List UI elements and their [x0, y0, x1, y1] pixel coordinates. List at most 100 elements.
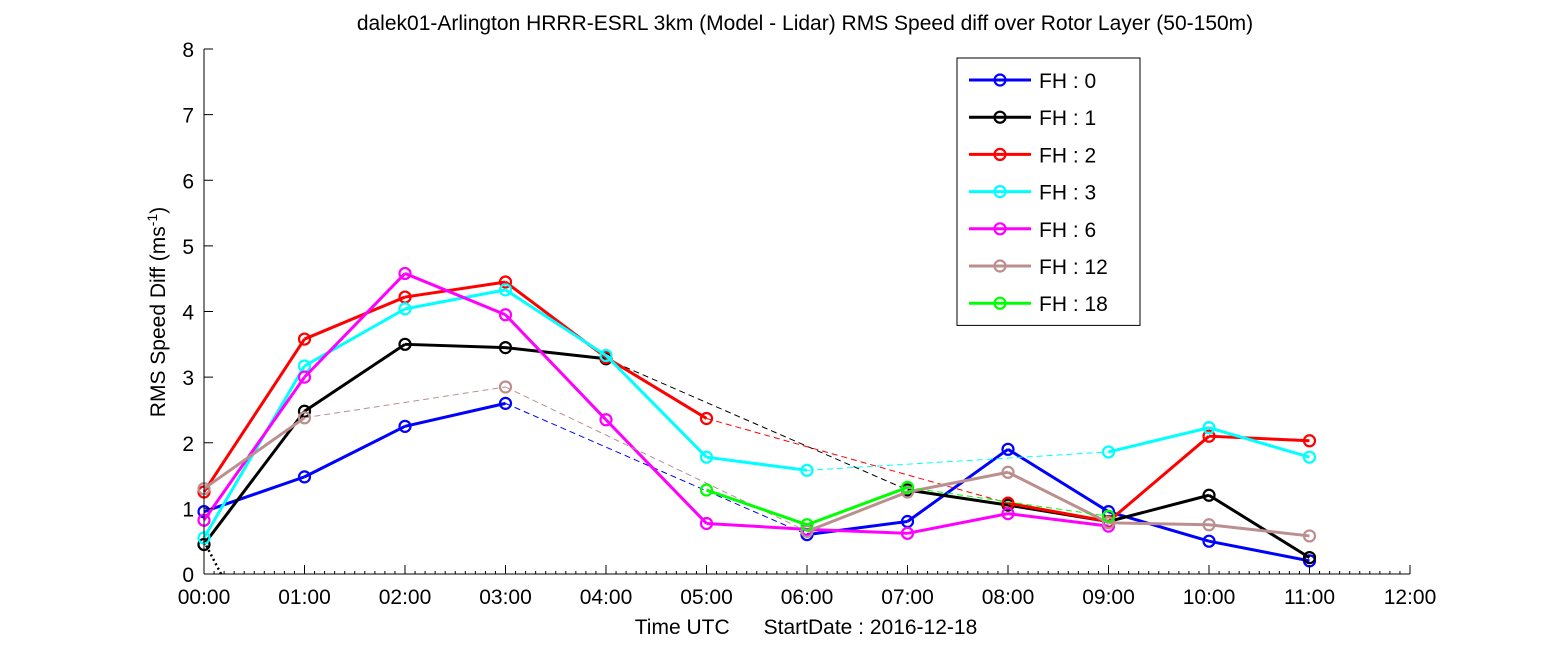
- legend-label: FH : 12: [1039, 256, 1108, 279]
- y-axis-label-close: ): [147, 207, 170, 214]
- series-segment: [1208, 539, 1310, 563]
- y-tick-label: 1: [182, 498, 194, 521]
- series-segment: [202, 410, 306, 546]
- x-tick-label: 12:00: [1384, 586, 1437, 609]
- series-segment: [806, 490, 909, 533]
- series-segment: [203, 475, 305, 514]
- data-point: [498, 340, 513, 355]
- series-segment: [907, 488, 1009, 507]
- data-point: [498, 380, 513, 394]
- legend-marker: [993, 259, 1007, 273]
- data-point: [699, 483, 714, 497]
- data-point: [1001, 442, 1015, 456]
- series-gap-segment: [605, 358, 908, 491]
- x-tick-label: 06:00: [781, 586, 834, 609]
- legend-marker: [993, 296, 1007, 310]
- data-point: [900, 485, 915, 499]
- legend-label: FH : 6: [1039, 219, 1096, 242]
- data-point: [1302, 434, 1317, 448]
- series-segment: [1208, 493, 1311, 559]
- y-tick-label: 2: [182, 433, 194, 456]
- series-segment: [303, 425, 406, 479]
- series-segment: [505, 346, 607, 361]
- series-segment: [806, 520, 908, 537]
- x-tick-label: 05:00: [680, 586, 733, 609]
- data-point: [1302, 450, 1317, 464]
- y-axis-label: RMS Speed Diff (ms-1): [144, 207, 170, 417]
- data-point: [699, 516, 714, 531]
- x-tick-label: 11:00: [1284, 586, 1335, 609]
- legend-label: FH : 1: [1039, 107, 1096, 130]
- series-segment: [706, 455, 808, 472]
- series-segment: [906, 448, 1009, 523]
- x-tick-label: 08:00: [982, 586, 1035, 609]
- series-segment: [1208, 426, 1310, 459]
- series-segment: [1208, 523, 1310, 538]
- series-segment: [303, 343, 406, 413]
- y-tick-label: 8: [182, 39, 194, 62]
- series-segment: [1108, 521, 1210, 527]
- y-axis: 0 1 2 3 4 5 6 7 8: [182, 39, 213, 587]
- data-point: [1302, 529, 1317, 543]
- series-gap-segment: [907, 486, 1109, 517]
- series-segment: [203, 416, 306, 490]
- legend-marker: [993, 222, 1007, 236]
- data-point: [1302, 550, 1317, 565]
- data-point: [800, 463, 814, 477]
- series-segment: [404, 401, 506, 428]
- legend-marker: [993, 110, 1007, 124]
- data-point: [900, 480, 915, 494]
- y-tick-label: 6: [182, 170, 194, 193]
- data-point: [498, 396, 513, 410]
- x-tick-label: 10:00: [1183, 586, 1236, 609]
- series-fh-6: [197, 266, 1116, 540]
- series-segment: [605, 356, 708, 420]
- data-point: [398, 266, 412, 281]
- x-tick-label: 09:00: [1082, 586, 1135, 609]
- y-tick-label: 5: [182, 236, 194, 259]
- x-tick-label: 02:00: [379, 586, 432, 609]
- legend-marker: [993, 147, 1007, 161]
- x-tick-label: 03:00: [479, 586, 532, 609]
- series-segment: [806, 485, 909, 527]
- legend-label: FH : 3: [1039, 182, 1096, 205]
- data-point: [398, 419, 412, 433]
- data-point: [1202, 429, 1216, 443]
- data-point: [800, 524, 814, 538]
- series-gap-segment: [706, 417, 1009, 504]
- series-segment: [1007, 470, 1110, 525]
- y-tick-label: 3: [182, 367, 194, 390]
- x-axis-label-startdate: StartDate : 2016-12-18: [764, 616, 978, 639]
- data-point: [599, 348, 613, 363]
- series-fh-18: [699, 480, 1116, 532]
- x-axis-label-time: Time UTC: [635, 616, 730, 639]
- series-fh-0: [197, 396, 1317, 568]
- legend-label: FH : 18: [1039, 293, 1108, 316]
- series-segment: [1208, 434, 1310, 443]
- chart-title: dalek01-Arlington HRRR-ESRL 3km (Model -…: [357, 12, 1253, 35]
- data-point: [1001, 465, 1015, 479]
- series-segment: [1007, 448, 1110, 513]
- series-gap-segment: [304, 386, 506, 419]
- data-point: [297, 370, 312, 384]
- data-point: [900, 526, 915, 540]
- data-point: [1101, 445, 1116, 459]
- series-gap-segment: [505, 402, 808, 536]
- series-gap-segment: [806, 451, 1109, 471]
- data-point: [1202, 488, 1216, 502]
- series-segment: [504, 313, 608, 421]
- series-segment: [706, 521, 808, 531]
- data-point: [599, 413, 613, 427]
- series-segment: [404, 272, 507, 317]
- series-segment: [404, 288, 506, 311]
- data-point: [1202, 518, 1216, 532]
- data-point: [699, 450, 714, 464]
- series-segment: [303, 307, 406, 368]
- series-segment: [604, 354, 708, 459]
- series-segment: [303, 272, 407, 379]
- data-point: [297, 404, 312, 418]
- x-tick-label: 07:00: [881, 586, 934, 609]
- y-axis-label-superscript: -1: [144, 214, 160, 227]
- series-segment: [907, 512, 1009, 535]
- legend-label: FH : 0: [1039, 70, 1096, 93]
